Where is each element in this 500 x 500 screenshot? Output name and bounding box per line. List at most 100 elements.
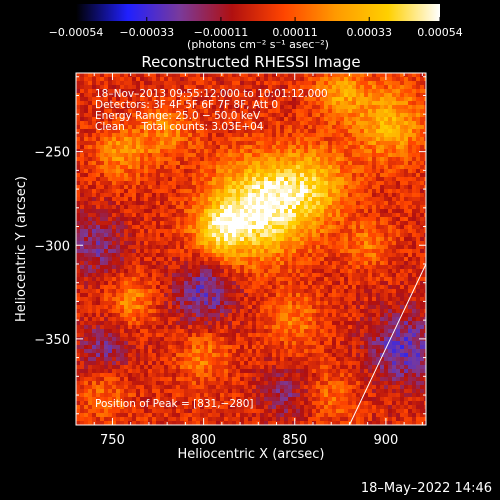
heatmap-cell: [316, 189, 321, 194]
heatmap-cell: [192, 293, 197, 298]
heatmap-cell: [296, 77, 301, 82]
heatmap-cell: [300, 125, 305, 130]
heatmap-cell: [368, 277, 373, 282]
heatmap-cell: [216, 189, 221, 194]
heatmap-cell: [144, 145, 149, 150]
heatmap-cell: [412, 261, 417, 266]
heatmap-cell: [396, 113, 401, 118]
heatmap-cell: [200, 97, 205, 102]
heatmap-cell: [144, 237, 149, 242]
heatmap-cell: [324, 205, 329, 210]
heatmap-cell: [304, 101, 309, 106]
heatmap-cell: [256, 265, 261, 270]
heatmap-cell: [332, 289, 337, 294]
heatmap-cell: [372, 133, 377, 138]
heatmap-cell: [100, 205, 105, 210]
heatmap-cell: [224, 169, 229, 174]
heatmap-cell: [196, 105, 201, 110]
heatmap-cell: [208, 225, 213, 230]
heatmap-cell: [248, 253, 253, 258]
heatmap-cell: [284, 161, 289, 166]
heatmap-cell: [364, 161, 369, 166]
heatmap-cell: [204, 277, 209, 282]
heatmap-cell: [160, 261, 165, 266]
heatmap-cell: [412, 193, 417, 198]
heatmap-cell: [340, 193, 345, 198]
heatmap-cell: [220, 217, 225, 222]
heatmap-cell: [148, 89, 153, 94]
heatmap-cell: [212, 117, 217, 122]
heatmap-cell: [348, 205, 353, 210]
heatmap-cell: [188, 73, 193, 78]
heatmap-cell: [196, 293, 201, 298]
heatmap-cell: [208, 233, 213, 238]
heatmap-cell: [360, 157, 365, 162]
heatmap-cell: [104, 117, 109, 122]
heatmap-cell: [376, 293, 381, 298]
heatmap-cell: [312, 261, 317, 266]
heatmap-cell: [296, 157, 301, 162]
heatmap-cell: [100, 81, 105, 86]
heatmap-cell: [108, 157, 113, 162]
heatmap-cell: [180, 185, 185, 190]
heatmap-cell: [192, 133, 197, 138]
heatmap-cell: [160, 185, 165, 190]
heatmap-cell: [120, 261, 125, 266]
heatmap-cell: [316, 73, 321, 78]
heatmap-cell: [332, 221, 337, 226]
heatmap-cell: [204, 269, 209, 274]
heatmap-cell: [204, 149, 209, 154]
heatmap-cell: [336, 245, 341, 250]
heatmap-cell: [224, 181, 229, 186]
heatmap-cell: [372, 89, 377, 94]
heatmap-cell: [144, 125, 149, 130]
heatmap-cell: [388, 141, 393, 146]
heatmap-cell: [360, 257, 365, 262]
heatmap-cell: [112, 173, 117, 178]
heatmap-cell: [192, 129, 197, 134]
heatmap-cell: [372, 177, 377, 182]
heatmap-cell: [284, 221, 289, 226]
heatmap-cell: [108, 77, 113, 82]
heatmap-cell: [88, 169, 93, 174]
heatmap-cell: [128, 233, 133, 238]
heatmap-cell: [144, 153, 149, 158]
heatmap-cell: [248, 289, 253, 294]
heatmap-cell: [92, 97, 97, 102]
heatmap-cell: [264, 249, 269, 254]
heatmap-cell: [264, 253, 269, 258]
heatmap-cell: [368, 97, 373, 102]
heatmap-cell: [128, 245, 133, 250]
heatmap-cell: [80, 81, 85, 86]
heatmap-cell: [272, 157, 277, 162]
heatmap-cell: [136, 205, 141, 210]
heatmap-cell: [260, 205, 265, 210]
heatmap-cell: [412, 145, 417, 150]
heatmap-cell: [232, 297, 237, 302]
heatmap-cell: [316, 261, 321, 266]
heatmap-cell: [372, 285, 377, 290]
heatmap-cell: [352, 137, 357, 142]
heatmap-cell: [168, 217, 173, 222]
heatmap-cell: [212, 89, 217, 94]
heatmap-cell: [128, 205, 133, 210]
heatmap-cell: [296, 153, 301, 158]
heatmap-cell: [204, 201, 209, 206]
heatmap-cell: [304, 193, 309, 198]
heatmap-cell: [216, 85, 221, 90]
heatmap-cell: [348, 129, 353, 134]
heatmap-cell: [124, 257, 129, 262]
heatmap-cell: [352, 197, 357, 202]
heatmap-cell: [316, 129, 321, 134]
heatmap-cell: [252, 233, 257, 238]
heatmap-cell: [336, 217, 341, 222]
heatmap-cell: [220, 269, 225, 274]
heatmap-cell: [204, 141, 209, 146]
heatmap-cell: [96, 161, 101, 166]
heatmap-cell: [356, 117, 361, 122]
heatmap-cell: [288, 221, 293, 226]
heatmap-cell: [236, 289, 241, 294]
heatmap-cell: [236, 133, 241, 138]
heatmap-cell: [252, 113, 257, 118]
heatmap-cell: [264, 77, 269, 82]
